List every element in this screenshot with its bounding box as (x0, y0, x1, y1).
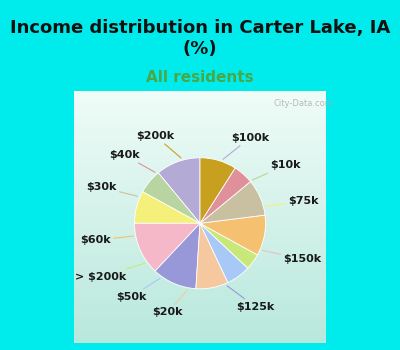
Wedge shape (200, 223, 248, 282)
Text: All residents: All residents (146, 70, 254, 85)
Text: $10k: $10k (252, 160, 300, 180)
Wedge shape (200, 158, 235, 223)
Text: $100k: $100k (223, 133, 269, 159)
Text: $50k: $50k (116, 278, 160, 302)
Text: City-Data.com: City-Data.com (273, 99, 333, 107)
Text: $150k: $150k (262, 250, 321, 264)
Text: $75k: $75k (266, 196, 318, 206)
Text: $60k: $60k (80, 235, 133, 245)
Text: Income distribution in Carter Lake, IA
(%): Income distribution in Carter Lake, IA (… (10, 19, 390, 58)
Text: $125k: $125k (227, 286, 274, 312)
Wedge shape (158, 158, 200, 223)
Wedge shape (134, 192, 200, 223)
Wedge shape (200, 168, 250, 223)
Text: > $200k: > $200k (75, 263, 145, 282)
Wedge shape (134, 223, 200, 271)
Text: $20k: $20k (152, 290, 187, 317)
Wedge shape (196, 223, 228, 289)
Text: $200k: $200k (136, 131, 181, 158)
Wedge shape (142, 173, 200, 223)
Wedge shape (200, 223, 258, 268)
Wedge shape (155, 223, 200, 289)
Wedge shape (200, 215, 266, 255)
Text: $40k: $40k (109, 150, 155, 172)
Wedge shape (200, 182, 265, 223)
Text: $30k: $30k (86, 182, 138, 196)
